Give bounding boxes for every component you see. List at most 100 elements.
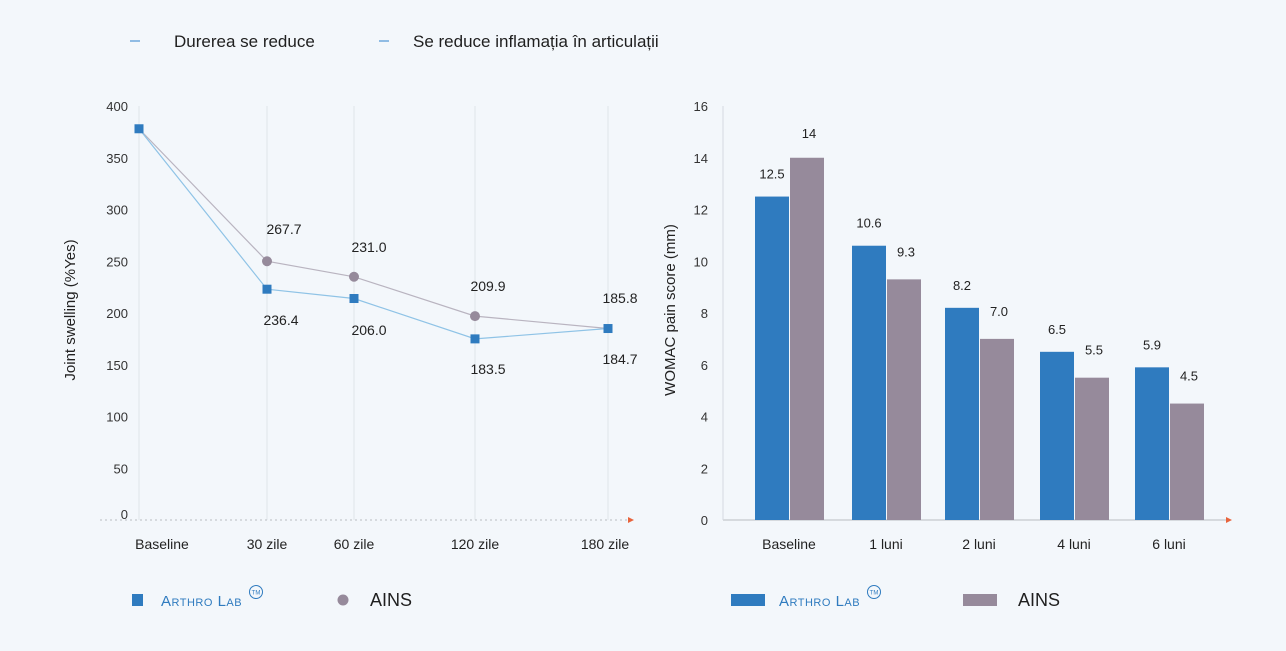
left-series bbox=[134, 124, 613, 344]
series-line bbox=[138, 128, 609, 330]
right-x-tick-label: 2 luni bbox=[962, 536, 995, 552]
ains-data-label: 185.8 bbox=[602, 290, 637, 306]
left-x-tick-label: 120 zile bbox=[451, 536, 499, 552]
right-y-ticks: 0 2 4 6 8 10 12 14 16 bbox=[694, 99, 708, 528]
right-y-tick-label: 16 bbox=[694, 99, 708, 114]
axis-arrow-icon bbox=[1226, 517, 1232, 523]
ains-point bbox=[470, 311, 480, 322]
left-x-tick-label: Baseline bbox=[135, 536, 189, 552]
left-y-tick-label: 200 bbox=[106, 306, 128, 321]
legend-square-marker bbox=[132, 594, 143, 606]
left-y-ticks: 0 50 100 150 200 250 300 350 400 bbox=[106, 99, 128, 522]
left-x-tick-label: 30 zile bbox=[247, 536, 288, 552]
left-legend-arthro-label: Arthro Lab bbox=[161, 593, 242, 610]
left-axes bbox=[100, 517, 634, 523]
arthro-bar-label: 5.9 bbox=[1143, 337, 1161, 352]
arthro-bar bbox=[755, 196, 789, 520]
ains-bar bbox=[1170, 403, 1204, 520]
swelling-line-chart: Joint swelling (%Yes) 0 50 100 150 200 250 300… bbox=[62, 99, 638, 552]
legend-ains-swatch bbox=[963, 594, 997, 606]
left-bottom-legend: Arthro Lab TM AINS bbox=[132, 585, 412, 610]
ains-point bbox=[349, 271, 359, 282]
right-y-tick-label: 10 bbox=[694, 254, 708, 269]
right-y-tick-label: 4 bbox=[701, 410, 708, 425]
top-legend-label-2: Se reduce inflamația în articulații bbox=[413, 32, 659, 51]
arthro-data-label: 183.5 bbox=[470, 361, 505, 377]
left-x-tick-label: 60 zile bbox=[334, 536, 375, 552]
left-legend-ains-label: AINS bbox=[370, 590, 412, 610]
left-y-tick-label: 400 bbox=[106, 99, 128, 114]
ains-bar bbox=[1075, 377, 1109, 520]
left-y-tick-label: 350 bbox=[106, 151, 128, 166]
arthro-bar bbox=[1040, 351, 1074, 520]
right-bars bbox=[755, 157, 1204, 520]
legend-arthro-swatch bbox=[731, 594, 765, 606]
arthro-point bbox=[349, 294, 359, 304]
left-y-tick-label: 300 bbox=[106, 203, 128, 218]
left-x-ticks: Baseline 30 zile 60 zile 120 zile 180 zile bbox=[135, 536, 629, 552]
right-y-tick-label: 2 bbox=[701, 461, 708, 476]
right-x-ticks: Baseline 1 luni 2 luni 4 luni 6 luni bbox=[762, 536, 1186, 552]
arthro-bar-label: 12.5 bbox=[759, 167, 784, 182]
ains-bar-label: 4.5 bbox=[1180, 369, 1198, 384]
ains-bar-label: 5.5 bbox=[1085, 343, 1103, 358]
trademark-icon: TM bbox=[867, 585, 881, 599]
ains-bar bbox=[790, 157, 824, 520]
ains-data-label: 209.9 bbox=[470, 278, 505, 294]
arthro-bar bbox=[945, 307, 979, 520]
arthro-point bbox=[262, 284, 272, 294]
left-y-tick-label: 250 bbox=[106, 254, 128, 269]
ains-bar-label: 7.0 bbox=[990, 304, 1008, 319]
right-legend-arthro-label: Arthro Lab bbox=[779, 593, 860, 610]
axis-arrow-icon bbox=[628, 517, 634, 523]
right-y-tick-label: 12 bbox=[694, 203, 708, 218]
top-legend-label-1: Durerea se reduce bbox=[174, 32, 315, 51]
ains-data-label: 267.7 bbox=[266, 221, 301, 237]
ains-point bbox=[262, 256, 272, 267]
right-y-axis-title: WOMAC pain score (mm) bbox=[662, 224, 679, 396]
top-legend: Durerea se reduce Se reduce inflamația î… bbox=[130, 32, 659, 51]
left-y-tick-label: 100 bbox=[106, 410, 128, 425]
arthro-point bbox=[134, 124, 144, 134]
left-y-tick-label: 0 bbox=[121, 507, 128, 522]
ains-data-label: 231.0 bbox=[351, 239, 386, 255]
arthro-data-label: 206.0 bbox=[351, 322, 386, 338]
arthro-bar-label: 6.5 bbox=[1048, 322, 1066, 337]
right-y-tick-label: 0 bbox=[701, 513, 708, 528]
arthro-data-label: 236.4 bbox=[263, 312, 298, 328]
left-gridlines bbox=[138, 106, 609, 520]
arthro-data-label: 184.7 bbox=[602, 351, 637, 367]
ains-bar-label: 14 bbox=[802, 126, 816, 141]
right-y-tick-label: 6 bbox=[701, 358, 708, 373]
right-x-tick-label: 6 luni bbox=[1152, 536, 1185, 552]
left-data-labels: 267.7 231.0 209.9 185.8 236.4 206.0 183.5 184.7 bbox=[263, 221, 637, 377]
trademark-icon: TM bbox=[249, 585, 263, 599]
left-y-tick-label: 150 bbox=[106, 358, 128, 373]
left-y-tick-label: 50 bbox=[114, 461, 128, 476]
series-line bbox=[138, 128, 609, 340]
svg-text:TM: TM bbox=[870, 591, 879, 597]
arthro-bar bbox=[852, 245, 886, 520]
right-x-tick-label: 4 luni bbox=[1057, 536, 1090, 552]
arthro-bar-label: 8.2 bbox=[953, 278, 971, 293]
legend-circle-marker bbox=[337, 594, 349, 606]
svg-text:TM: TM bbox=[252, 591, 261, 597]
right-legend-ains-label: AINS bbox=[1018, 590, 1060, 610]
womac-bar-chart: WOMAC pain score (mm) 0 2 4 6 8 10 12 14 16 Base… bbox=[662, 99, 1232, 552]
ains-bar bbox=[887, 279, 921, 520]
right-x-tick-label: 1 luni bbox=[869, 536, 902, 552]
left-y-axis-title: Joint swelling (%Yes) bbox=[62, 239, 79, 380]
right-data-labels: 12.5 10.6 8.2 6.5 5.9 14 9.3 7.0 5.5 4.5 bbox=[759, 126, 1198, 384]
ains-bar-label: 9.3 bbox=[897, 244, 915, 259]
arthro-bar-label: 10.6 bbox=[856, 216, 881, 231]
arthro-point bbox=[603, 324, 613, 334]
arthro-bar bbox=[1135, 367, 1169, 520]
arthro-point bbox=[470, 334, 480, 344]
left-x-tick-label: 180 zile bbox=[581, 536, 629, 552]
right-x-tick-label: Baseline bbox=[762, 536, 816, 552]
right-bottom-legend: Arthro Lab TM AINS bbox=[731, 585, 1060, 610]
ains-bar bbox=[980, 338, 1014, 520]
right-y-tick-label: 14 bbox=[694, 151, 708, 166]
